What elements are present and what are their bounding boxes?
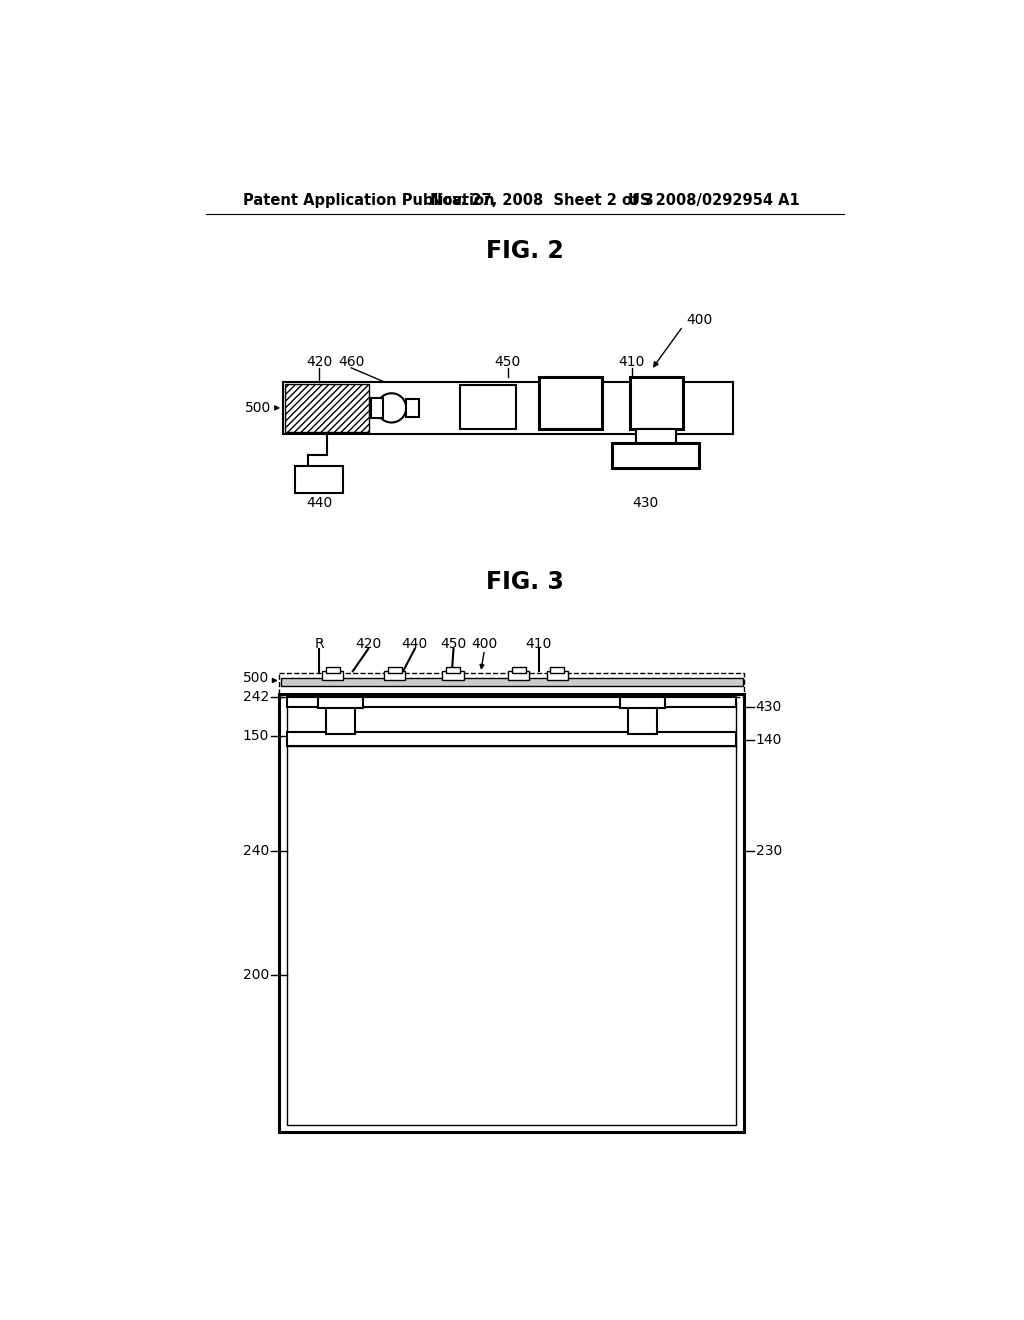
Bar	[612, 444, 699, 469]
Text: 450: 450	[495, 355, 521, 370]
Bar	[317, 697, 362, 708]
Bar	[388, 667, 401, 673]
Text: 200: 200	[243, 968, 269, 982]
Text: Nov. 27, 2008  Sheet 2 of 3: Nov. 27, 2008 Sheet 2 of 3	[430, 193, 654, 209]
Circle shape	[377, 393, 407, 422]
Text: 230: 230	[756, 845, 782, 858]
Text: US 2008/0292954 A1: US 2008/0292954 A1	[628, 193, 800, 209]
Bar	[630, 378, 683, 429]
Bar	[550, 667, 564, 673]
Bar	[442, 671, 464, 681]
Text: R: R	[314, 636, 325, 651]
Text: 420: 420	[306, 355, 333, 370]
Bar	[636, 429, 676, 444]
Bar	[326, 667, 340, 673]
Bar	[280, 673, 744, 697]
Text: 150: 150	[243, 729, 269, 743]
Bar	[286, 384, 369, 432]
Bar	[621, 697, 665, 708]
Text: 440: 440	[306, 495, 333, 510]
Bar	[445, 667, 460, 673]
Text: 400: 400	[471, 636, 498, 651]
Text: Patent Application Publication: Patent Application Publication	[243, 193, 495, 209]
Bar	[326, 706, 355, 734]
Text: 430: 430	[756, 700, 782, 714]
Bar	[322, 671, 343, 681]
Text: 460: 460	[338, 355, 365, 370]
Bar	[384, 671, 406, 681]
Bar	[547, 671, 568, 681]
Bar	[539, 378, 602, 429]
Text: 240: 240	[243, 845, 269, 858]
Bar	[287, 697, 736, 706]
Bar	[281, 678, 742, 686]
Bar	[295, 466, 343, 492]
Bar	[508, 671, 529, 681]
Text: 500: 500	[243, 671, 269, 685]
Text: 140: 140	[756, 733, 782, 747]
Text: 420: 420	[355, 636, 381, 651]
Bar	[283, 381, 732, 434]
Text: FIG. 2: FIG. 2	[486, 239, 563, 263]
Text: 410: 410	[525, 636, 552, 651]
Bar	[287, 701, 736, 1125]
Text: 400: 400	[686, 313, 713, 327]
Text: FIG. 3: FIG. 3	[485, 570, 564, 594]
Text: 242: 242	[243, 690, 269, 705]
Bar	[460, 385, 515, 429]
Bar	[287, 733, 736, 746]
Bar	[280, 693, 744, 1133]
Text: 450: 450	[440, 636, 467, 651]
Text: 410: 410	[618, 355, 645, 370]
Text: 500: 500	[245, 401, 271, 414]
Bar	[407, 399, 419, 417]
Bar	[512, 667, 525, 673]
Text: 430: 430	[633, 495, 658, 510]
Bar	[372, 397, 383, 418]
Bar	[628, 706, 657, 734]
Text: 440: 440	[401, 636, 428, 651]
